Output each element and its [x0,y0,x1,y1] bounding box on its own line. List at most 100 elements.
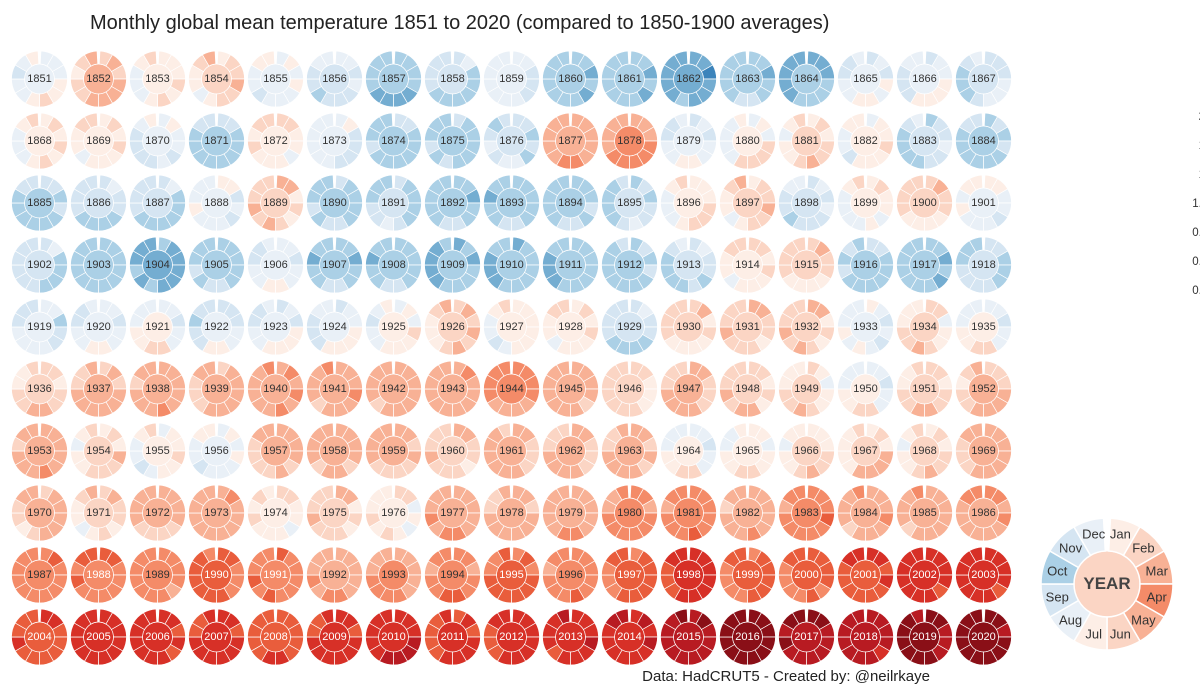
year-cell-1882: 1882 [836,110,895,172]
legend-row: 1.8 to 2.16 1 to 1.2 [1186,133,1200,162]
year-cell-1891: 1891 [364,172,423,234]
year-cell-1973: 1973 [187,482,246,544]
year-cell-1895: 1895 [600,172,659,234]
year-cell-2015: 2015 [659,606,718,668]
year-cell-1964: 1964 [659,420,718,482]
legend-row: -0.36 to -0.18 -0.2 to -0.1 [1186,365,1200,394]
year-cell-1984: 1984 [836,482,895,544]
year-cell-1966: 1966 [777,420,836,482]
key-month-label: Jan [1110,527,1131,542]
year-cell-1960: 1960 [423,420,482,482]
key-month-label: Jun [1110,626,1131,641]
year-cell-1989: 1989 [128,544,187,606]
year-row: 1987 1988 1989 1990 1991 1992 1993 [10,544,1010,606]
year-cell-1862: 1862 [659,48,718,110]
year-cell-1890: 1890 [305,172,364,234]
year-cell-1887: 1887 [128,172,187,234]
key-month-label: Mar [1146,563,1168,578]
year-cell-1898: 1898 [777,172,836,234]
year-cell-1982: 1982 [718,482,777,544]
year-cell-1853: 1853 [128,48,187,110]
year-cell-1873: 1873 [305,110,364,172]
year-cell-1859: 1859 [482,48,541,110]
year-cell-2019: 2019 [895,606,954,668]
year-cell-1881: 1881 [777,110,836,172]
year-cell-1955: 1955 [128,420,187,482]
year-cell-2006: 2006 [128,606,187,668]
year-cell-1874: 1874 [364,110,423,172]
year-cell-1916: 1916 [836,234,895,296]
year-cell-2016: 2016 [718,606,777,668]
year-cell-1990: 1990 [187,544,246,606]
year-cell-1870: 1870 [128,110,187,172]
year-cell-1927: 1927 [482,296,541,358]
year-cell-2013: 2013 [541,606,600,668]
year-cell-1949: 1949 [777,358,836,420]
year-cell-2017: 2017 [777,606,836,668]
year-cell-1877: 1877 [541,110,600,172]
key-month-label: Sep [1046,590,1069,605]
year-cell-1986: 1986 [954,482,1013,544]
year-row: 1936 1937 1938 1939 1940 1941 1942 [10,358,1010,420]
key-month-label: May [1131,613,1156,628]
year-cell-1944: 1944 [482,358,541,420]
year-cell-1979: 1979 [541,482,600,544]
year-cell-1970: 1970 [10,482,69,544]
year-cell-1851: 1851 [10,48,69,110]
year-cell-1941: 1941 [305,358,364,420]
year-cell-1913: 1913 [659,234,718,296]
year-cell-1852: 1852 [69,48,128,110]
year-cell-1934: 1934 [895,296,954,358]
year-cell-1988: 1988 [69,544,128,606]
year-cell-1888: 1888 [187,172,246,234]
year-cell-1951: 1951 [895,358,954,420]
year-cell-1974: 1974 [246,482,305,544]
key-month-label: Jul [1085,626,1102,641]
year-cell-1897: 1897 [718,172,777,234]
year-cell-1969: 1969 [954,420,1013,482]
year-cell-2005: 2005 [69,606,128,668]
year-row: 1902 1903 1904 1905 1906 1907 1908 [10,234,1010,296]
year-cell-1991: 1991 [246,544,305,606]
year-cell-1854: 1854 [187,48,246,110]
year-cell-1954: 1954 [69,420,128,482]
year-cell-1995: 1995 [482,544,541,606]
year-cell-2003: 2003 [954,544,1013,606]
year-cell-1976: 1976 [364,482,423,544]
year-cell-2020: 2020 [954,606,1013,668]
legend-row: 1.44 to 1.8 0.8 to 1 [1186,162,1200,191]
year-cell-1945: 1945 [541,358,600,420]
year-cell-1889: 1889 [246,172,305,234]
year-cell-1894: 1894 [541,172,600,234]
year-cell-1865: 1865 [836,48,895,110]
year-cell-1947: 1947 [659,358,718,420]
key-month-label: Dec [1082,527,1105,542]
year-cell-1965: 1965 [718,420,777,482]
legend-f: -1.44 to -1.08 [1186,459,1200,483]
year-cell-2004: 2004 [10,606,69,668]
year-cell-1861: 1861 [600,48,659,110]
year-cell-2000: 2000 [777,544,836,606]
year-cell-1956: 1956 [187,420,246,482]
year-cell-1858: 1858 [423,48,482,110]
year-cell-1911: 1911 [541,234,600,296]
year-cell-1903: 1903 [69,234,128,296]
key-center-label: YEAR [1083,574,1130,594]
year-cell-1936: 1936 [10,358,69,420]
key-month-label: Apr [1147,590,1167,605]
year-cell-1999: 1999 [718,544,777,606]
year-cell-1931: 1931 [718,296,777,358]
year-cell-1938: 1938 [128,358,187,420]
year-row: 2004 2005 2006 2007 2008 2009 2010 [10,606,1010,668]
year-cell-2018: 2018 [836,606,895,668]
legend-f: 0.72 to 1.08 [1192,227,1200,239]
year-cell-1864: 1864 [777,48,836,110]
year-cell-1867: 1867 [954,48,1013,110]
year-cell-1879: 1879 [659,110,718,172]
year-cell-1893: 1893 [482,172,541,234]
year-cell-1919: 1919 [10,296,69,358]
year-cell-1863: 1863 [718,48,777,110]
year-cell-1860: 1860 [541,48,600,110]
year-cell-2010: 2010 [364,606,423,668]
year-cell-1921: 1921 [128,296,187,358]
